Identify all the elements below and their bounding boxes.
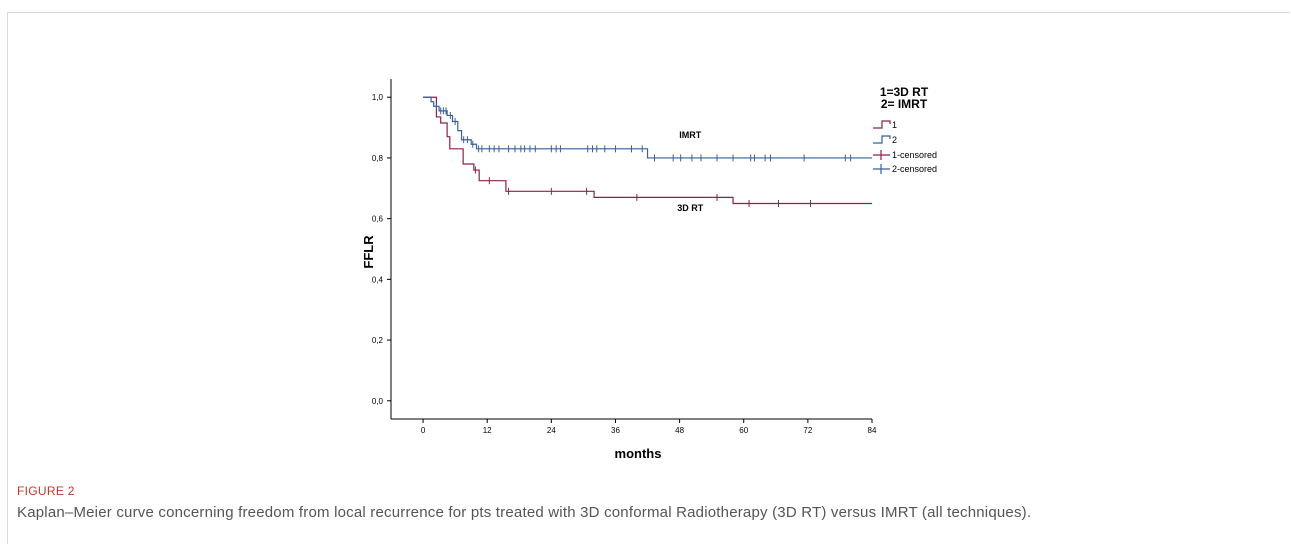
y-tick-label: 0,0 — [372, 397, 384, 406]
annotation-label: 3D RT — [677, 203, 704, 213]
legend-title: 1=3D RT — [880, 85, 929, 99]
km-chart: 0 12 24 36 48 60 72 84 0,00,20,40,60,81,0 IMRT3… — [361, 79, 937, 461]
legend-swatch-1 — [873, 120, 891, 129]
legend: 1=3D RT2= IMRT 1 2 1-censored 2-censored — [873, 85, 937, 174]
x-tick-label: 48 — [675, 426, 684, 435]
figure-frame — [7, 12, 1290, 544]
y-tick-label: 0,8 — [372, 154, 384, 163]
x-axis-label: months — [615, 446, 662, 461]
annotation-label: IMRT — [679, 130, 701, 140]
legend-entry-label: 1 — [892, 120, 897, 130]
x-tick-label: 72 — [803, 426, 812, 435]
curve-annotations: IMRT 3D RT — [677, 130, 704, 213]
x-tick-label: 0 — [421, 426, 426, 435]
chart-axes — [390, 79, 872, 420]
x-tick-label: 24 — [547, 426, 556, 435]
curve-series-2 — [423, 96, 872, 159]
x-tick-label: 36 — [611, 426, 620, 435]
y-tick-label: 0,6 — [372, 215, 384, 224]
x-axis-ticks: 0 12 24 36 48 60 72 84 — [421, 419, 877, 435]
figure-caption: Kaplan–Meier curve concerning freedom fr… — [17, 504, 1032, 521]
survival-curves — [423, 96, 872, 205]
legend-title: 2= IMRT — [881, 97, 928, 111]
y-axis-label: FFLR — [361, 235, 376, 269]
curve-series-1 — [423, 96, 872, 205]
y-tick-label: 0,4 — [372, 275, 384, 284]
legend-entry-label: 1-censored — [892, 150, 937, 160]
legend-swatch-2 — [873, 135, 891, 144]
censor-marks — [435, 102, 852, 207]
legend-entry-label: 2 — [892, 135, 897, 145]
x-tick-label: 60 — [739, 426, 748, 435]
figure-number: FIGURE 2 — [17, 484, 75, 498]
y-tick-label: 1,0 — [372, 93, 384, 102]
y-tick-label: 0,2 — [372, 336, 384, 345]
x-tick-label: 84 — [868, 426, 877, 435]
x-tick-label: 12 — [483, 426, 492, 435]
legend-entry-label: 2-censored — [892, 164, 937, 174]
y-axis-ticks: 0,0 0,2 0,4 0,6 0,8 1,0 — [372, 93, 391, 406]
